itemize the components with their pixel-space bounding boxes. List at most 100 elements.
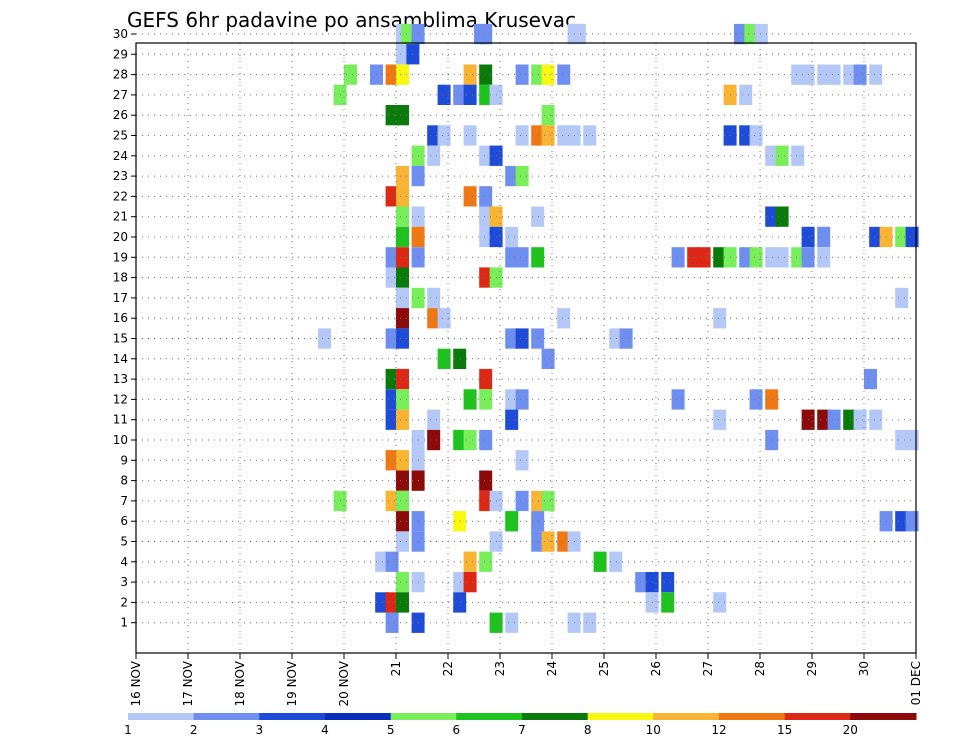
data-cell [463, 389, 477, 410]
data-cell [744, 23, 758, 45]
legend-swatch [325, 713, 392, 720]
data-cell [515, 247, 529, 268]
data-cell [531, 64, 545, 85]
data-cell [531, 125, 545, 146]
legend-label: 20 [843, 723, 858, 737]
legend-label: 1 [124, 723, 132, 737]
y-axis: 1234567891011121314151617181920212223242… [113, 27, 136, 630]
data-cell [791, 247, 805, 268]
legend-label: 2 [190, 723, 198, 737]
y-tick-label: 15 [113, 332, 128, 346]
data-cell [869, 226, 883, 248]
data-cell [396, 470, 409, 491]
legend-swatch [522, 713, 589, 720]
data-cell [427, 409, 441, 430]
data-cell [895, 287, 909, 309]
data-cell [905, 511, 919, 532]
y-tick-label: 30 [113, 27, 128, 41]
data-cell [385, 267, 399, 288]
data-cell [396, 267, 409, 288]
y-tick-label: 20 [113, 230, 128, 244]
data-cell [583, 125, 597, 146]
x-tick-label: 25 [597, 661, 611, 676]
data-cell [791, 145, 805, 166]
data-cell [734, 23, 747, 45]
x-tick-label: 30 [857, 661, 871, 676]
data-cell [385, 551, 399, 572]
data-cell [396, 389, 409, 410]
legend-label: 7 [518, 723, 526, 737]
data-cells [318, 23, 919, 633]
data-cell [396, 186, 409, 207]
legend-label: 10 [646, 723, 661, 737]
data-cell [531, 490, 545, 512]
y-tick-label: 9 [120, 453, 128, 467]
data-cell [775, 206, 789, 227]
data-cell [661, 572, 675, 593]
data-cell [713, 409, 727, 430]
legend-label: 5 [387, 723, 395, 737]
data-cell [427, 308, 441, 329]
data-cell [853, 409, 867, 430]
data-cell [817, 247, 831, 268]
legend-swatch [850, 713, 917, 720]
data-cell [671, 389, 685, 410]
data-cell [385, 368, 399, 390]
data-cell [557, 308, 571, 329]
y-tick-label: 6 [120, 514, 128, 528]
data-cell [541, 531, 555, 552]
data-cell [318, 328, 331, 349]
data-cell [396, 450, 409, 471]
data-cell [572, 23, 586, 45]
data-cell [375, 551, 389, 572]
x-tick-label: 23 [493, 661, 507, 676]
data-cell [765, 429, 779, 451]
data-cell [427, 145, 441, 166]
y-tick-label: 26 [113, 108, 128, 122]
data-cell [479, 368, 493, 390]
data-cell [453, 592, 467, 613]
data-cell [396, 64, 409, 85]
data-cell [479, 470, 493, 491]
legend-swatch [653, 713, 720, 720]
y-tick-label: 4 [120, 555, 128, 569]
y-tick-label: 2 [120, 595, 128, 609]
data-cell [479, 389, 493, 410]
legend-label: 3 [255, 723, 263, 737]
data-cell [463, 186, 477, 207]
data-cell [661, 592, 675, 613]
data-cell [619, 328, 633, 349]
legend-swatch [390, 713, 457, 720]
data-cell [396, 328, 409, 349]
data-cell [479, 64, 493, 85]
y-tick-label: 7 [120, 494, 128, 508]
data-cell [479, 429, 493, 451]
data-cell [479, 490, 493, 512]
data-cell [463, 125, 477, 146]
y-tick-label: 25 [113, 129, 128, 143]
data-cell [479, 84, 493, 105]
data-cell [687, 247, 701, 268]
y-tick-label: 22 [113, 189, 128, 203]
data-cell [869, 64, 883, 85]
data-cell [505, 328, 519, 349]
data-cell [765, 145, 779, 166]
data-cell [557, 125, 571, 146]
data-cell [843, 409, 857, 430]
data-cell [739, 125, 753, 146]
data-cell [531, 511, 545, 532]
x-tick-label: 19 NOV [285, 660, 299, 706]
data-cell [515, 490, 529, 512]
legend-label: 12 [711, 723, 726, 737]
x-tick-label: 16 NOV [129, 660, 143, 706]
data-cell [396, 409, 409, 430]
data-cell [479, 551, 493, 572]
data-cell [396, 490, 409, 512]
data-cell [385, 64, 399, 85]
data-cell [437, 308, 451, 329]
y-tick-label: 8 [120, 474, 128, 488]
x-tick-label: 20 NOV [337, 660, 351, 706]
data-cell [385, 105, 399, 126]
y-tick-label: 5 [120, 535, 128, 549]
y-tick-label: 18 [113, 271, 128, 285]
